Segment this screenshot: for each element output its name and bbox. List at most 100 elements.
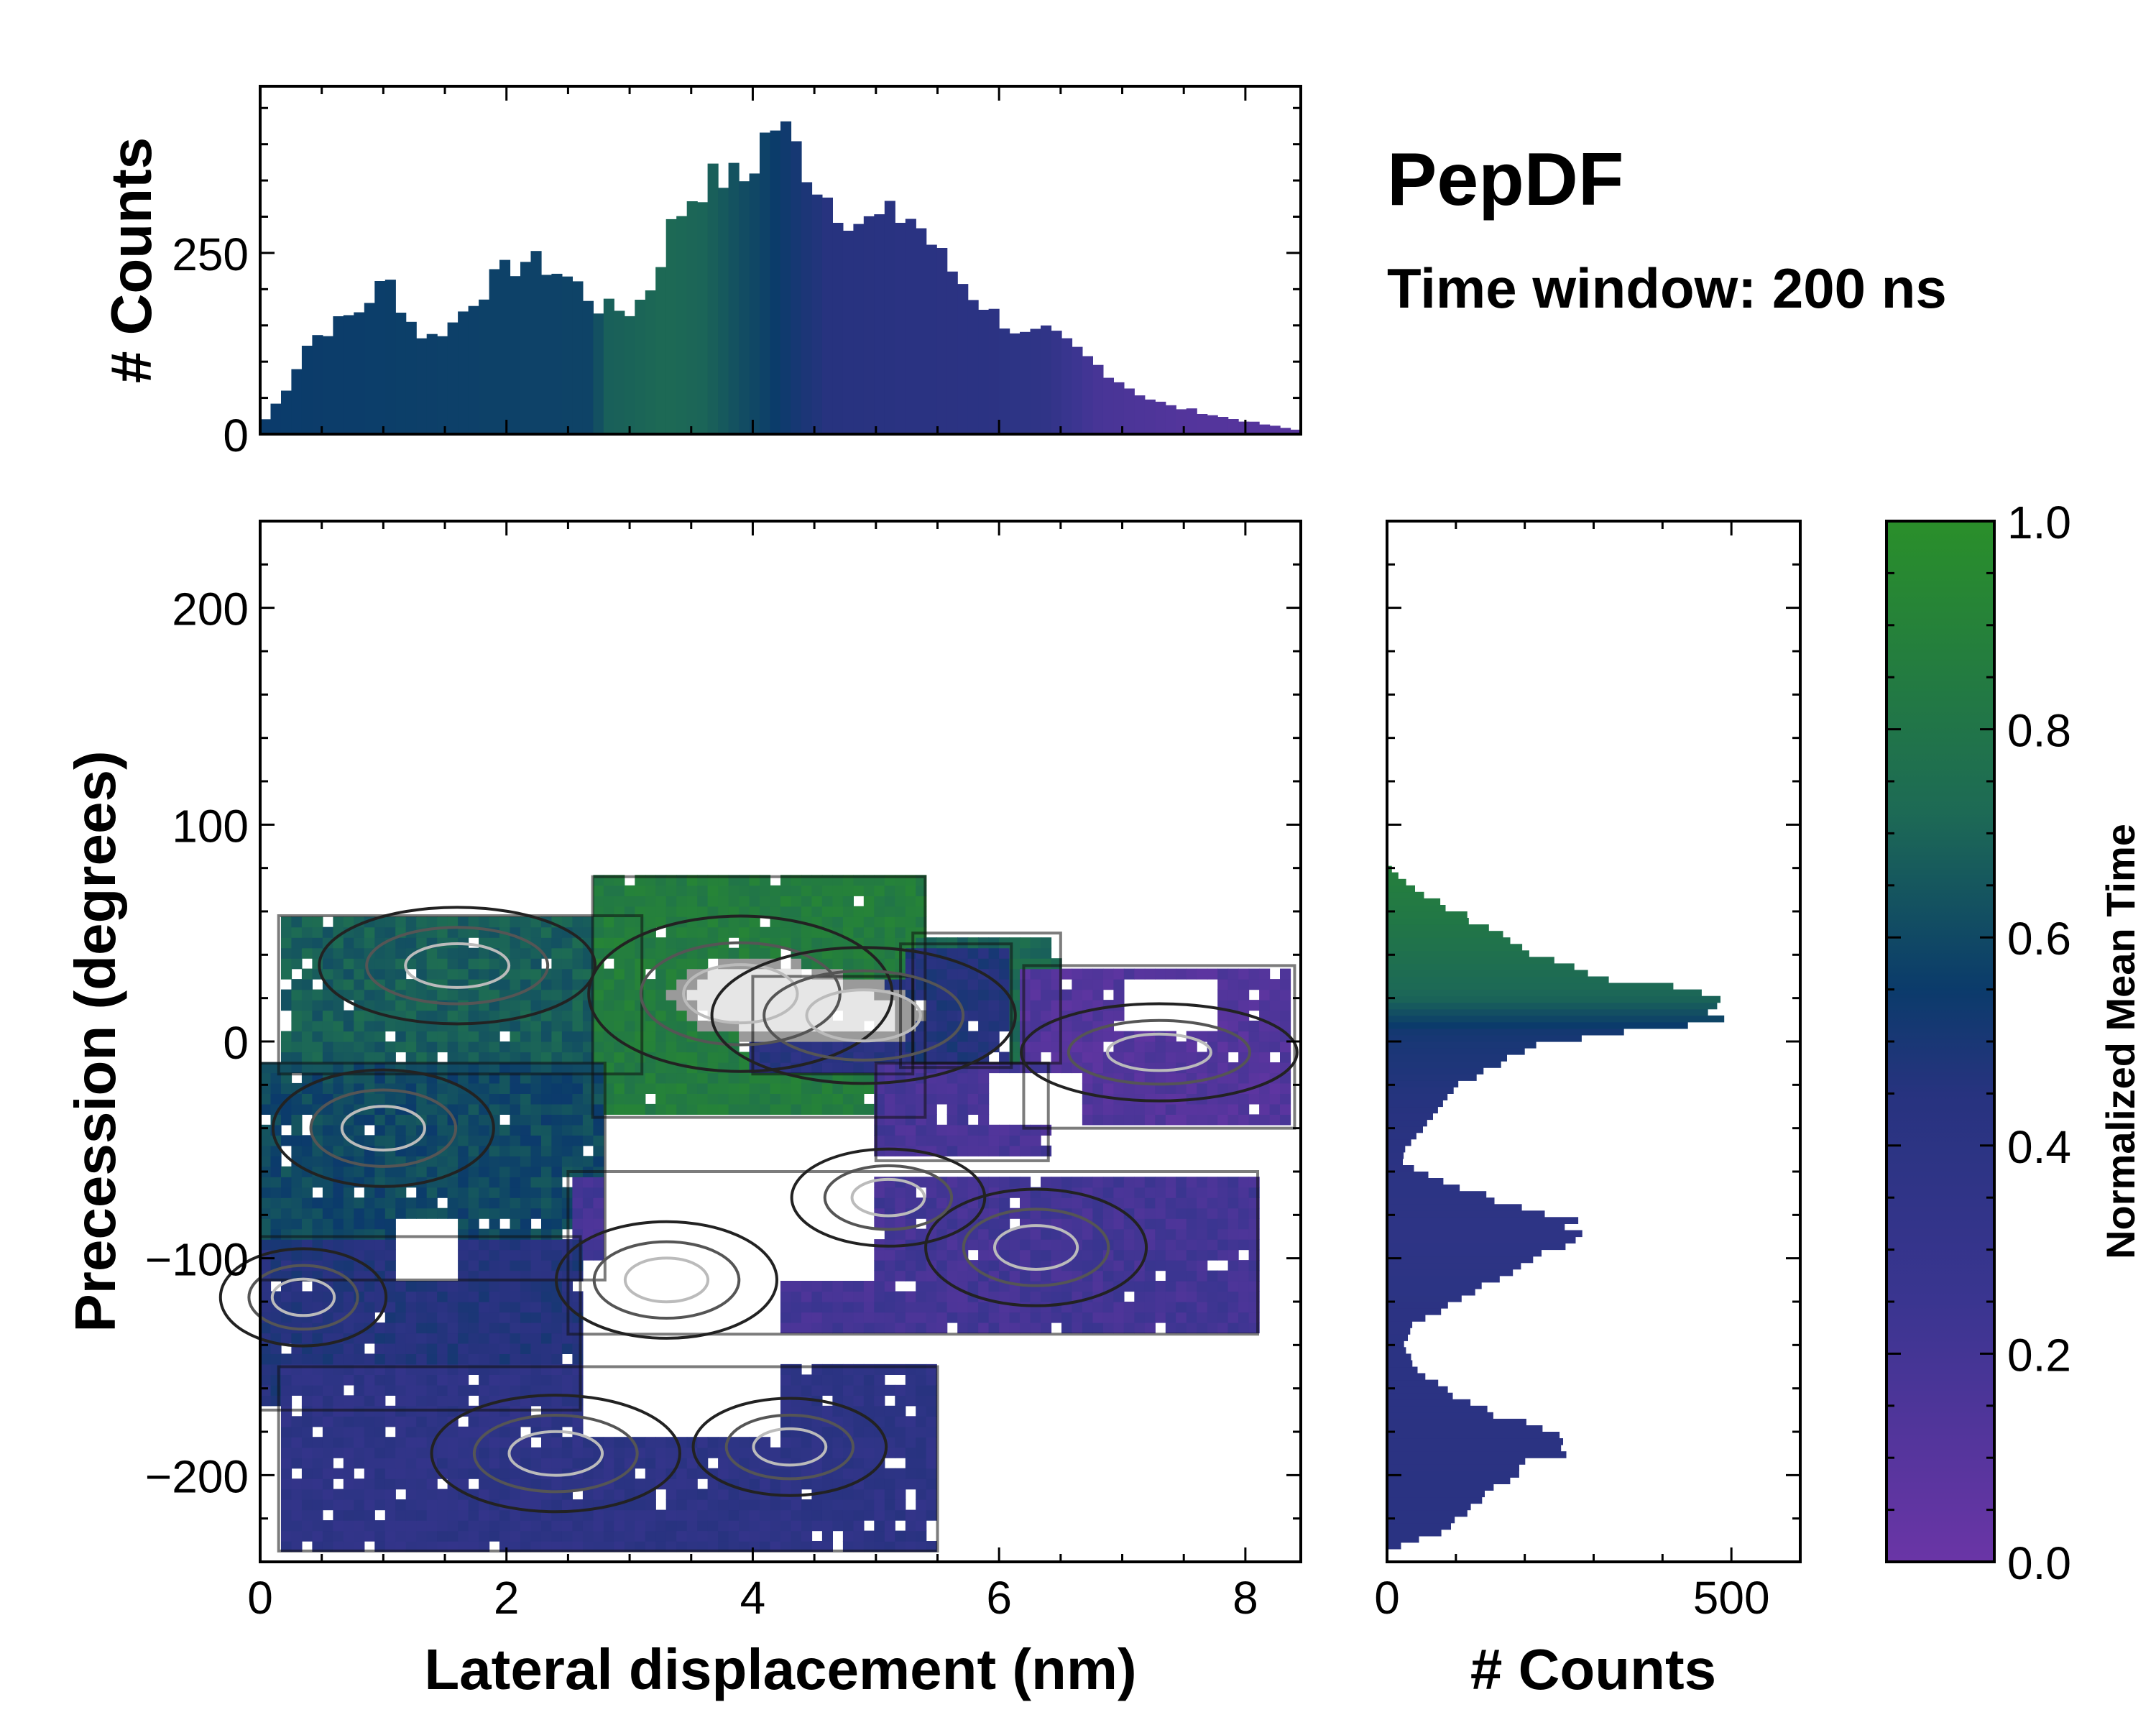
heatmap-cell [301,1384,313,1396]
heatmap-cell [593,1437,604,1448]
heatmap-cell [801,1312,813,1323]
heatmap-cell [760,885,771,896]
heatmap-cell [301,1468,313,1479]
heatmap-cell [593,1249,604,1261]
heatmap-cell [468,1197,479,1209]
heatmap-cell [1248,1052,1260,1063]
heatmap-cell [853,885,865,896]
heatmap-cell [312,1156,323,1167]
heatmap-cell [530,1530,542,1542]
heatmap-cell [957,1291,969,1302]
heatmap-cell [1144,1249,1156,1261]
heatmap-cell [561,1031,573,1042]
heatmap-cell [333,1031,344,1042]
heatmap-cell [1165,1093,1176,1105]
heatmap-cell [322,1208,333,1219]
heatmap-cell [1030,1041,1041,1053]
heatmap-cell [458,1426,469,1438]
heatmap-cell [926,1458,937,1469]
heatmap-cell [301,1447,313,1458]
heatmap-cell [874,1541,885,1552]
heatmap-cell [1227,1187,1239,1198]
top-histogram-bar [1092,364,1104,434]
right-histogram-bar [1387,1256,1534,1264]
heatmap-cell [821,1291,833,1302]
heatmap-cell [354,1135,365,1146]
heatmap-cell [437,968,448,980]
heatmap-cell [645,1082,656,1094]
heatmap-cell [635,1478,646,1490]
right-histogram-bar [1387,1074,1477,1081]
heatmap-cell [884,947,895,959]
heatmap-cell [603,968,614,980]
heatmap-cell [510,1177,521,1188]
heatmap-cell [520,1333,532,1344]
heatmap-cell [1009,1124,1021,1136]
heatmap-cell [1082,1249,1093,1261]
heatmap-cell [468,1249,479,1261]
heatmap-cell [665,1437,677,1448]
heatmap-cell [1102,1260,1114,1271]
heatmap-cell [1197,1114,1208,1126]
heatmap-cell [354,1249,365,1261]
heatmap-cell [405,1093,417,1105]
heatmap-cell [1227,1302,1239,1313]
heatmap-cell [1123,1312,1135,1323]
heatmap-cell [936,989,948,1000]
heatmap-cell [437,989,448,1000]
heatmap-cell [946,1124,958,1136]
heatmap-cell [479,1166,490,1177]
heatmap-cell [635,1499,646,1511]
heatmap-cell [832,1520,844,1532]
heatmap-cell [593,926,604,938]
heatmap-cell [468,1384,479,1396]
heatmap-cell [728,1052,740,1063]
heatmap-cell [842,1395,854,1407]
heatmap-cell [780,1530,792,1542]
heatmap-cell [260,1062,272,1074]
heatmap-cell [510,1082,521,1094]
heatmap-cell [1217,1228,1229,1240]
heatmap-cell [728,1541,740,1552]
heatmap-cell [1165,1291,1176,1302]
heatmap-cell [593,1520,604,1532]
heatmap-cell [1176,1187,1187,1198]
right-histogram-bar [1387,1438,1563,1445]
heatmap-cell [707,1437,719,1448]
heatmap-cell [1144,1260,1156,1271]
heatmap-cell [936,1322,948,1334]
heatmap-cell [853,1281,865,1292]
heatmap-cell [322,1197,333,1209]
right-histogram-bar [1387,865,1392,873]
heatmap-cell [936,1052,948,1063]
heatmap-cell [479,1156,490,1167]
heatmap-cell [416,1333,428,1344]
heatmap-cell [384,1281,396,1292]
heatmap-cell [333,1447,344,1458]
heatmap-cell [635,1082,646,1094]
heatmap-cell [354,989,365,1000]
heatmap-cell [1009,1135,1021,1146]
heatmap-cell [479,1052,490,1063]
heatmap-cell [874,906,885,917]
heatmap-cell [676,1052,688,1063]
heatmap-cell [301,1416,313,1427]
heatmap-cell [374,958,386,970]
heatmap-cell [1238,1239,1250,1251]
heatmap-cell [916,1177,927,1188]
heatmap-cell [1155,1052,1166,1063]
heatmap-cell [499,1187,511,1198]
heatmap-cell [291,958,303,970]
heatmap-cell [936,1249,948,1261]
heatmap-cell [863,926,875,938]
heatmap-cell [1020,989,1031,1000]
top-histogram-bar [832,223,844,434]
heatmap-cell [967,947,979,959]
heatmap-cell [354,1384,365,1396]
right-histogram-bar [1387,1496,1483,1504]
heatmap-cell [978,1103,990,1115]
heatmap-cell [541,1031,553,1042]
heatmap-cell [530,1458,542,1469]
heatmap-cell [572,1124,584,1136]
heatmap-cell [561,1114,573,1126]
